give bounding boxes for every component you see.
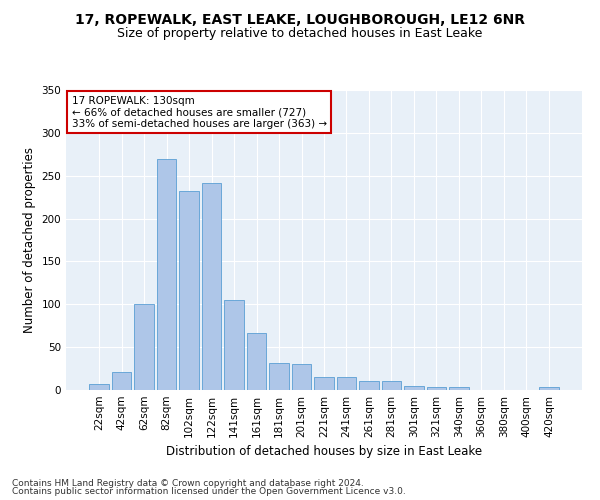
- Text: Contains HM Land Registry data © Crown copyright and database right 2024.: Contains HM Land Registry data © Crown c…: [12, 478, 364, 488]
- Text: 17 ROPEWALK: 130sqm
← 66% of detached houses are smaller (727)
33% of semi-detac: 17 ROPEWALK: 130sqm ← 66% of detached ho…: [71, 96, 326, 129]
- Bar: [337, 377, 356, 390]
- Bar: [359, 382, 379, 390]
- Text: 17, ROPEWALK, EAST LEAKE, LOUGHBOROUGH, LE12 6NR: 17, ROPEWALK, EAST LEAKE, LOUGHBOROUGH, …: [75, 12, 525, 26]
- Text: Size of property relative to detached houses in East Leake: Size of property relative to detached ho…: [118, 28, 482, 40]
- Bar: [449, 388, 469, 390]
- Bar: [539, 388, 559, 390]
- X-axis label: Distribution of detached houses by size in East Leake: Distribution of detached houses by size …: [166, 446, 482, 458]
- Bar: [269, 364, 289, 390]
- Bar: [314, 377, 334, 390]
- Bar: [112, 372, 131, 390]
- Bar: [202, 184, 221, 390]
- Bar: [134, 304, 154, 390]
- Bar: [89, 384, 109, 390]
- Text: Contains public sector information licensed under the Open Government Licence v3: Contains public sector information licen…: [12, 487, 406, 496]
- Bar: [157, 158, 176, 390]
- Bar: [404, 386, 424, 390]
- Y-axis label: Number of detached properties: Number of detached properties: [23, 147, 36, 333]
- Bar: [427, 386, 446, 390]
- Bar: [224, 300, 244, 390]
- Bar: [382, 382, 401, 390]
- Bar: [247, 332, 266, 390]
- Bar: [292, 364, 311, 390]
- Bar: [179, 191, 199, 390]
